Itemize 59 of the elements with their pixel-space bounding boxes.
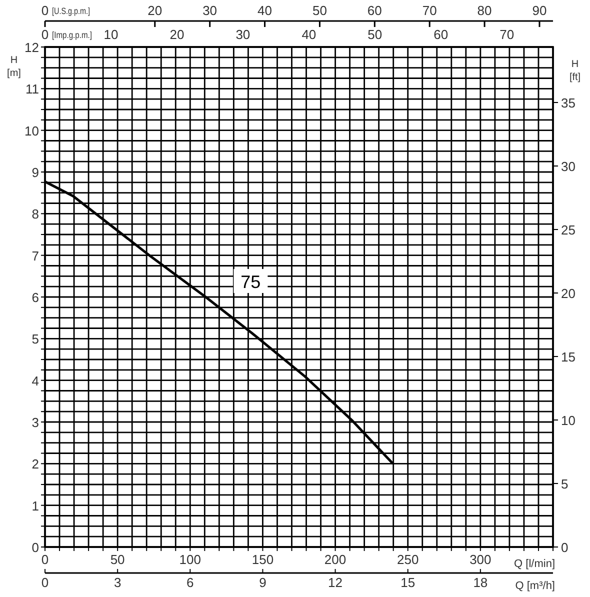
y-tick-label: 11 [26, 82, 39, 97]
y2-tick-label: 5 [561, 476, 568, 492]
series-label: 75 [240, 272, 261, 292]
x2-tick-label: 30 [202, 3, 218, 18]
x-tick-label: 12 [328, 575, 343, 590]
y-tick-label: 9 [32, 165, 39, 180]
x-tick-label: 3 [114, 575, 122, 590]
y-tick-label: 6 [32, 290, 39, 305]
y2-tick-label: 0 [561, 540, 568, 555]
y-tick-label: 1 [32, 498, 39, 514]
x2-tick-label: 90 [532, 3, 547, 18]
y2-tick-label: 25 [561, 222, 576, 238]
x-tick-label: 10 [104, 27, 118, 42]
y-tick-label: 3 [32, 415, 39, 430]
y2-axis-title: H [ft] [569, 59, 581, 83]
x-tick-label: 6 [186, 575, 194, 590]
x-axis-title: [Imp.g.p.m.] [52, 30, 100, 40]
x-tick-label: 250 [397, 552, 419, 567]
y2-tick-label: 35 [561, 96, 576, 110]
y2-tick-label: 10 [561, 413, 576, 428]
x2-tick-label: 50 [312, 3, 327, 18]
y-tick-label: 12 [24, 40, 39, 55]
x-tick-label: 150 [252, 552, 274, 567]
x2-tick-label: 60 [367, 3, 382, 18]
x2-axis-title: [U.S.g.p.m.] [52, 6, 100, 16]
x2-tick-label: 20 [148, 3, 162, 18]
x-tick-label: 30 [236, 27, 250, 42]
x-axis-title: Q [l/min] [514, 558, 555, 570]
x-tick-label: 300 [470, 552, 492, 567]
x-tick-label: 60 [434, 27, 448, 42]
x-tick-label: 40 [302, 27, 316, 42]
x-tick-label: 200 [324, 552, 346, 567]
y-tick-label: 10 [24, 123, 39, 138]
x-tick-label: 18 [473, 575, 488, 590]
y2-tick-label: 30 [561, 159, 576, 174]
x-tick-label: 0 [41, 27, 49, 42]
y-tick-label: 4 [32, 373, 39, 388]
x-tick-label: 15 [400, 575, 416, 590]
x-tick-label: 20 [170, 27, 184, 42]
x-tick-label: 0 [41, 575, 49, 590]
y-tick-label: 7 [32, 248, 39, 264]
x2-tick-label: 80 [477, 3, 492, 18]
x-tick-label: 0 [41, 552, 49, 567]
x-tick-label: 9 [259, 575, 266, 590]
y2-tick-label: 20 [561, 286, 576, 301]
x2-tick-label: 0 [41, 3, 49, 18]
x-tick-label: 50 [368, 27, 382, 42]
y-tick-label: 0 [32, 540, 39, 555]
y-tick-label: 8 [32, 206, 39, 222]
x-axis-title: Q [m³/h] [515, 580, 555, 592]
y-tick-label: 5 [32, 332, 39, 347]
y2-tick-label: 15 [561, 350, 576, 364]
x-tick-label: 100 [179, 552, 201, 567]
x2-tick-label: 70 [422, 3, 437, 18]
x-tick-label: 50 [110, 552, 125, 567]
x-tick-label: 70 [500, 27, 514, 42]
y-axis-title: H [m] [7, 55, 22, 79]
x2-tick-label: 40 [258, 3, 272, 18]
y-tick-label: 2 [32, 456, 39, 472]
